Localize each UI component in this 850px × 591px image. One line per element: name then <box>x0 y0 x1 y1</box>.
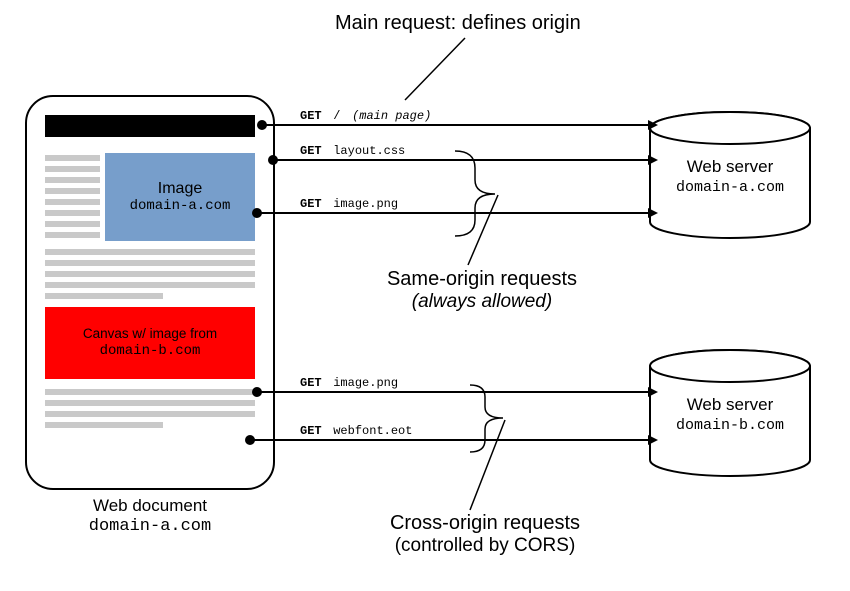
req2-arrowhead <box>648 155 658 165</box>
text-line <box>45 260 255 266</box>
req3-arrowhead <box>648 208 658 218</box>
canvas-block-label2: domain-b.com <box>100 343 201 361</box>
annotation-pointer-cross <box>470 420 530 520</box>
text-line <box>45 271 255 277</box>
text-line <box>45 282 255 288</box>
text-line <box>45 199 100 205</box>
req1-arrowhead <box>648 120 658 130</box>
req2-path: layout.css <box>333 144 405 158</box>
text-line <box>45 188 100 194</box>
req1-label: GET / (main page) <box>300 107 431 123</box>
text-line <box>45 210 100 216</box>
web-document: Image domain-a.com Canvas w/ image from … <box>25 95 275 490</box>
same-origin-line1: Same-origin requests <box>352 268 612 291</box>
main-request-annotation: Main request: defines origin <box>335 12 581 35</box>
server-a: Web server domain-a.com <box>645 110 815 240</box>
text-line <box>45 411 255 417</box>
annotation-pointer-same <box>468 195 508 275</box>
same-origin-line2: (always allowed) <box>352 291 612 313</box>
server-a-title: Web server <box>645 157 815 177</box>
req5-arrowhead <box>648 435 658 445</box>
doc-title-bar <box>45 115 255 137</box>
annotation-pointer-main <box>405 38 485 108</box>
canvas-block: Canvas w/ image from domain-b.com <box>45 307 255 379</box>
req5-line <box>250 439 650 441</box>
text-line <box>45 177 100 183</box>
req5-verb: GET <box>300 424 322 438</box>
req4-line <box>257 391 650 393</box>
req1-note: (main page) <box>352 109 431 123</box>
req2-label: GET layout.css <box>300 142 405 158</box>
req4-arrowhead <box>648 387 658 397</box>
web-doc-caption: Web document domain-a.com <box>25 495 275 538</box>
server-b: Web server domain-b.com <box>645 348 815 478</box>
doc-section-image: Image domain-a.com <box>45 155 255 249</box>
text-line <box>45 155 100 161</box>
text-line <box>45 232 100 238</box>
web-doc-caption-line2: domain-a.com <box>25 516 275 537</box>
doc-text-block-1 <box>45 249 255 299</box>
req3-label: GET image.png <box>300 195 398 211</box>
cross-origin-line1: Cross-origin requests <box>350 512 620 535</box>
text-line <box>45 221 100 227</box>
req4-label: GET image.png <box>300 374 398 390</box>
req1-path: / <box>333 109 340 123</box>
cross-origin-annotation: Cross-origin requests (controlled by COR… <box>350 512 620 557</box>
server-a-domain: domain-a.com <box>645 179 815 196</box>
cross-origin-line2: (controlled by CORS) <box>350 535 620 557</box>
req4-verb: GET <box>300 376 322 390</box>
text-line <box>45 249 255 255</box>
server-b-title: Web server <box>645 395 815 415</box>
text-line <box>45 400 255 406</box>
text-line <box>45 166 100 172</box>
same-origin-annotation: Same-origin requests (always allowed) <box>352 268 612 313</box>
web-doc-caption-line1: Web document <box>25 495 275 516</box>
image-block-label2: domain-a.com <box>130 198 231 215</box>
text-line <box>45 422 163 428</box>
image-block-label1: Image <box>158 179 202 198</box>
req1-verb: GET <box>300 109 322 123</box>
text-line <box>45 389 255 395</box>
req4-path: image.png <box>333 376 398 390</box>
text-line <box>45 293 163 299</box>
doc-text-block-2 <box>45 389 255 428</box>
req5-label: GET webfont.eot <box>300 422 412 438</box>
req5-path: webfont.eot <box>333 424 412 438</box>
canvas-block-label1: Canvas w/ image from <box>83 326 217 343</box>
req2-verb: GET <box>300 144 322 158</box>
req3-path: image.png <box>333 197 398 211</box>
req3-verb: GET <box>300 197 322 211</box>
server-b-domain: domain-b.com <box>645 417 815 434</box>
req1-line <box>262 124 650 126</box>
image-block: Image domain-a.com <box>105 153 255 241</box>
